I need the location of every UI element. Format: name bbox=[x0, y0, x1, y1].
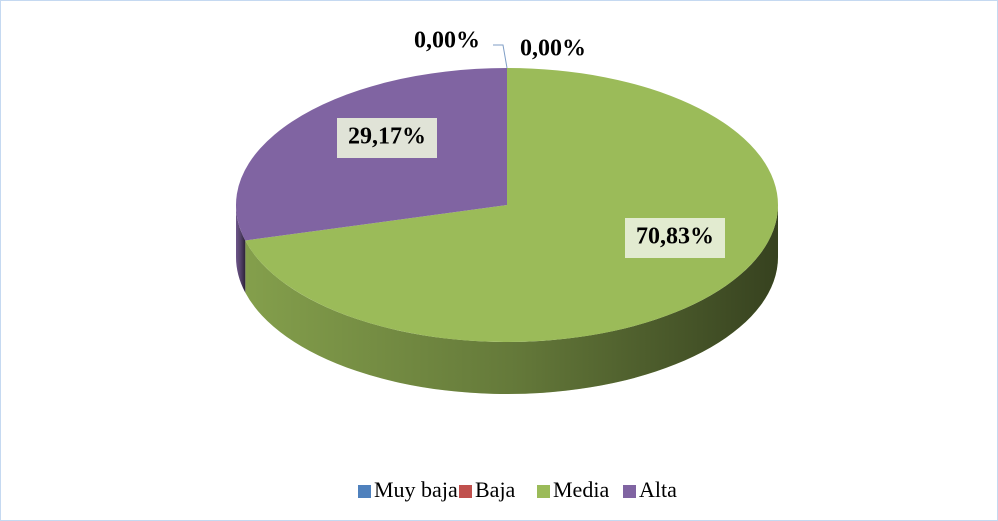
legend-label: Alta bbox=[639, 477, 677, 502]
leader-line bbox=[493, 44, 508, 69]
slice bbox=[245, 68, 778, 342]
value-label: 0,00% bbox=[520, 36, 586, 62]
value-label: 29,17% bbox=[348, 124, 426, 150]
label-box bbox=[625, 218, 725, 258]
value-label: 70,83% bbox=[636, 224, 714, 250]
legend-label: Media bbox=[553, 477, 609, 502]
legend-swatch bbox=[537, 485, 550, 498]
legend-swatch bbox=[358, 485, 371, 498]
value-labels: 0,00% 0,00% 70,83% 29,17% bbox=[337, 28, 725, 258]
legend-label: Baja bbox=[475, 477, 516, 502]
slice-side-shade bbox=[245, 205, 779, 394]
label-box bbox=[337, 118, 437, 158]
legend: Muy baja Baja Media Alta bbox=[358, 477, 677, 502]
legend-swatch bbox=[459, 485, 472, 498]
legend-label: Muy baja bbox=[374, 477, 458, 502]
slice-side-shade bbox=[236, 205, 246, 293]
value-label: 0,00% bbox=[414, 28, 480, 54]
legend-swatch bbox=[623, 485, 636, 498]
